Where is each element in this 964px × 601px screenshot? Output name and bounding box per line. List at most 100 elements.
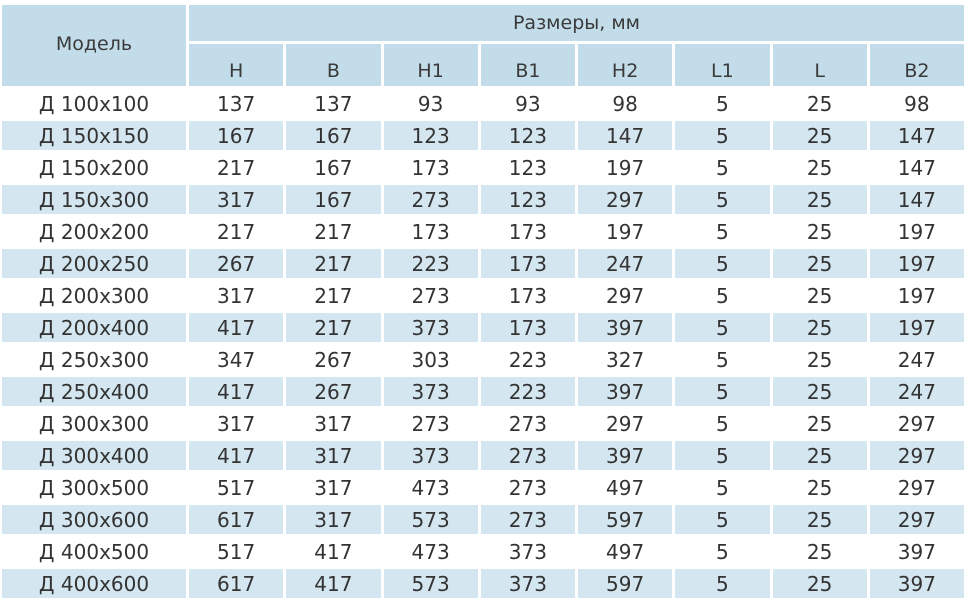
value-cell-b1: 223 — [508, 347, 547, 372]
value-cell-h1: 373 — [383, 441, 478, 470]
value-cell-b: 217 — [286, 249, 381, 278]
value-cell-b1: 173 — [508, 219, 547, 244]
value-cell-h2: 147 — [578, 121, 673, 150]
value-cell-b2: 247 — [869, 377, 964, 406]
value-cell-b2: 297 — [897, 411, 936, 436]
value-cell-h2: 597 — [578, 505, 673, 534]
value-cell-b: 417 — [286, 569, 381, 598]
value-cell-b1: 173 — [508, 283, 547, 308]
value-cell-b2: 147 — [897, 155, 936, 180]
value-cell-l: 25 — [772, 185, 867, 214]
value-cell-h2: 297 — [606, 411, 645, 436]
value-cell-l1: 5 — [716, 539, 729, 564]
value-cell-h2: 247 — [578, 249, 673, 278]
value-cell-l1: 5 — [675, 441, 770, 470]
value-cell-h2: 497 — [606, 539, 645, 564]
value-cell-l: 25 — [806, 539, 833, 564]
value-cell-h: 317 — [217, 411, 256, 436]
value-cell-b1: 273 — [480, 505, 575, 534]
model-cell: Д 100x100 — [38, 91, 150, 116]
value-cell-h: 317 — [217, 283, 256, 308]
model-cell: Д 200x200 — [38, 219, 150, 244]
model-cell: Д 300x300 — [38, 411, 150, 436]
model-cell: Д 400x600 — [2, 569, 186, 598]
value-cell-b2: 297 — [869, 441, 964, 470]
value-cell-l1: 5 — [675, 569, 770, 598]
value-cell-l: 25 — [806, 475, 833, 500]
column-header-l: L — [772, 44, 867, 86]
value-cell-h: 217 — [217, 219, 256, 244]
value-cell-h: 517 — [217, 475, 256, 500]
value-cell-b: 167 — [286, 185, 381, 214]
value-cell-b1: 173 — [480, 249, 575, 278]
value-cell-l1: 5 — [716, 91, 729, 116]
column-header-b1: B1 — [480, 44, 575, 86]
value-cell-l1: 5 — [675, 121, 770, 150]
model-cell: Д 200x250 — [2, 249, 186, 278]
value-cell-l1: 5 — [675, 377, 770, 406]
value-cell-h: 517 — [217, 539, 256, 564]
value-cell-b2: 297 — [897, 475, 936, 500]
value-cell-h: 617 — [189, 569, 284, 598]
value-cell-h: 417 — [189, 377, 284, 406]
value-cell-h2: 397 — [578, 377, 673, 406]
value-cell-l1: 5 — [675, 185, 770, 214]
value-cell-l1: 5 — [716, 283, 729, 308]
value-cell-h1: 123 — [383, 121, 478, 150]
value-cell-h1: 93 — [417, 91, 444, 116]
dimensions-group-header: Размеры, мм — [189, 5, 964, 41]
value-cell-h1: 173 — [411, 219, 450, 244]
value-cell-h2: 497 — [606, 475, 645, 500]
value-cell-b: 167 — [286, 121, 381, 150]
value-cell-b2: 147 — [869, 185, 964, 214]
value-cell-l: 25 — [806, 155, 833, 180]
table-row: Д 200x300 317 217 273 173 297 5 25 197 — [2, 281, 964, 310]
value-cell-b: 317 — [314, 411, 353, 436]
value-cell-b2: 247 — [897, 347, 936, 372]
value-cell-h1: 373 — [383, 377, 478, 406]
table-row: Д 150x200 217 167 173 123 197 5 25 147 — [2, 153, 964, 182]
model-cell: Д 300x400 — [2, 441, 186, 470]
value-cell-b2: 297 — [869, 505, 964, 534]
table-row: Д 100x100 137 137 93 93 98 5 25 98 — [2, 89, 964, 118]
model-cell: Д 200x400 — [2, 313, 186, 342]
table-row: Д 400x500 517 417 473 373 497 5 25 397 — [2, 537, 964, 566]
value-cell-h2: 397 — [578, 313, 673, 342]
column-header-h2: H2 — [578, 44, 673, 86]
value-cell-h: 417 — [189, 441, 284, 470]
value-cell-h2: 297 — [606, 283, 645, 308]
value-cell-b: 217 — [314, 283, 353, 308]
table-row: Д 200x250 267 217 223 173 247 5 25 197 — [2, 249, 964, 278]
value-cell-b: 267 — [286, 377, 381, 406]
value-cell-b1: 273 — [480, 441, 575, 470]
value-cell-l1: 5 — [716, 475, 729, 500]
value-cell-h1: 573 — [383, 505, 478, 534]
value-cell-b1: 273 — [508, 475, 547, 500]
value-cell-h2: 397 — [578, 441, 673, 470]
value-cell-h1: 273 — [383, 185, 478, 214]
column-header-l1: L1 — [675, 44, 770, 86]
value-cell-h1: 473 — [411, 539, 450, 564]
value-cell-b: 317 — [314, 475, 353, 500]
value-cell-l1: 5 — [716, 219, 729, 244]
table-row: Д 250x300 347 267 303 223 327 5 25 247 — [2, 345, 964, 374]
column-header-b: B — [286, 44, 381, 86]
value-cell-l1: 5 — [716, 411, 729, 436]
value-cell-l1: 5 — [675, 505, 770, 534]
value-cell-l: 25 — [772, 313, 867, 342]
value-cell-l: 25 — [772, 121, 867, 150]
value-cell-l1: 5 — [675, 249, 770, 278]
value-cell-h1: 273 — [411, 283, 450, 308]
model-cell: Д 300x600 — [2, 505, 186, 534]
value-cell-b1: 223 — [480, 377, 575, 406]
value-cell-h1: 223 — [383, 249, 478, 278]
value-cell-h2: 327 — [606, 347, 645, 372]
value-cell-b2: 397 — [869, 569, 964, 598]
value-cell-b: 167 — [314, 155, 353, 180]
value-cell-h1: 273 — [411, 411, 450, 436]
value-cell-b2: 197 — [869, 313, 964, 342]
value-cell-h: 617 — [189, 505, 284, 534]
table-row: Д 200x200 217 217 173 173 197 5 25 197 — [2, 217, 964, 246]
value-cell-h1: 173 — [411, 155, 450, 180]
